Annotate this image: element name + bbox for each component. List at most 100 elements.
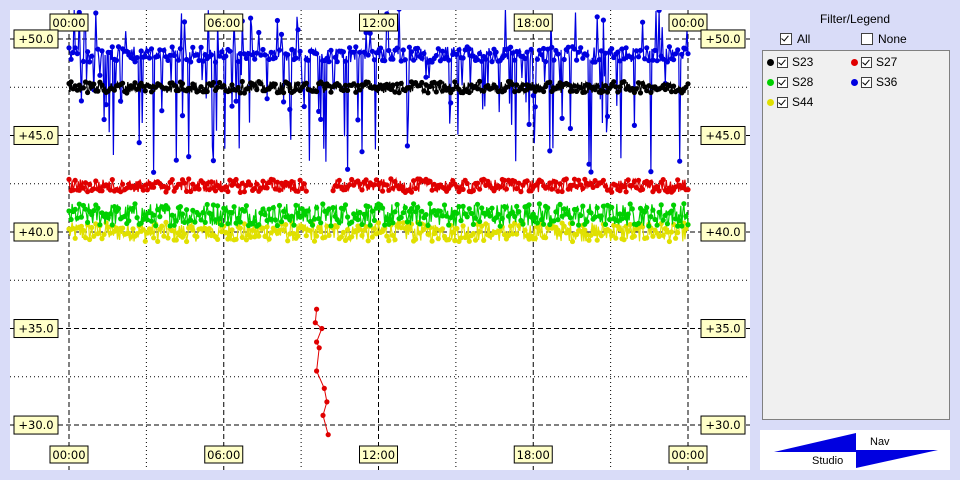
data-point — [406, 226, 412, 232]
data-point — [470, 53, 476, 59]
legend-checkbox[interactable] — [861, 56, 872, 68]
legend-item-s36[interactable]: S36 — [851, 75, 897, 89]
data-point — [272, 217, 278, 223]
legend-item-s23[interactable]: S23 — [767, 55, 813, 69]
data-point — [497, 223, 503, 229]
data-point — [604, 202, 611, 208]
data-point — [516, 180, 522, 186]
data-point — [274, 179, 280, 185]
data-point — [285, 52, 291, 58]
data-point — [146, 209, 153, 216]
data-point — [190, 227, 196, 233]
data-point — [132, 59, 138, 65]
data-point — [683, 226, 689, 232]
data-point — [99, 236, 105, 242]
data-point — [155, 53, 161, 60]
data-point — [435, 236, 441, 242]
data-point — [396, 90, 402, 96]
data-point — [547, 180, 553, 186]
data-point — [466, 206, 472, 212]
data-point — [334, 59, 340, 65]
data-point — [679, 223, 685, 229]
data-point — [567, 215, 574, 221]
data-point — [66, 45, 72, 51]
data-point — [159, 108, 165, 114]
filter-all-toggle[interactable]: All — [780, 32, 810, 46]
data-point — [415, 45, 421, 52]
data-point — [555, 51, 561, 57]
data-point — [460, 55, 466, 61]
data-point — [229, 82, 235, 88]
data-point — [347, 45, 353, 51]
plot-area[interactable]: 00:00 00:00 06:00 06:00 12:00 12:00 18:00 18:00… — [10, 10, 750, 470]
data-point — [107, 187, 113, 193]
legend-item-s28[interactable]: S28 — [767, 75, 813, 89]
data-point — [227, 48, 233, 54]
data-point — [565, 44, 571, 50]
data-point — [398, 58, 404, 64]
data-point — [660, 56, 666, 62]
data-point — [78, 223, 84, 229]
legend-item-s44[interactable]: S44 — [767, 95, 813, 109]
data-point — [549, 44, 555, 50]
data-point — [72, 177, 78, 183]
data-point — [607, 216, 613, 223]
data-point — [283, 222, 289, 228]
filter-none-toggle[interactable]: None — [861, 32, 907, 46]
data-point — [120, 225, 126, 231]
series-s28 — [66, 201, 691, 229]
filter-none-checkbox[interactable] — [861, 33, 873, 45]
nav-studio-logo[interactable]: Nav Studio — [760, 430, 950, 470]
data-point — [91, 233, 97, 239]
legend-item-s27[interactable]: S27 — [851, 55, 897, 69]
data-point — [559, 213, 565, 219]
legend-checkbox[interactable] — [777, 96, 788, 108]
data-point — [105, 215, 111, 221]
data-point — [460, 186, 466, 192]
data-point — [569, 238, 576, 245]
legend-checkbox[interactable] — [777, 56, 788, 68]
data-point — [598, 48, 604, 54]
data-point — [423, 212, 429, 218]
legend-checkbox[interactable] — [777, 76, 788, 88]
legend-checkbox[interactable] — [861, 76, 872, 88]
data-point — [367, 222, 373, 228]
data-point — [600, 203, 607, 209]
data-point — [431, 181, 437, 187]
data-point — [487, 213, 493, 219]
data-point — [342, 82, 349, 88]
data-point — [660, 217, 666, 223]
data-point — [151, 169, 157, 175]
data-point — [70, 49, 76, 56]
data-point — [243, 203, 249, 209]
data-point — [485, 178, 491, 184]
series-s23 — [66, 78, 691, 96]
outlier-point — [325, 432, 331, 438]
data-point — [237, 51, 243, 57]
data-point — [118, 98, 124, 104]
svg-text:+35.0: +35.0 — [705, 322, 740, 336]
data-point — [173, 218, 179, 224]
data-point — [631, 178, 638, 184]
data-point — [99, 82, 105, 88]
data-point — [664, 221, 671, 227]
data-point — [314, 205, 320, 211]
data-point — [547, 79, 553, 85]
data-point — [547, 148, 553, 154]
data-point — [217, 53, 223, 59]
data-point — [200, 209, 206, 216]
filter-all-checkbox[interactable] — [780, 33, 792, 45]
data-point — [299, 185, 305, 191]
data-point — [594, 14, 600, 20]
data-point — [208, 211, 214, 217]
data-point — [326, 59, 332, 65]
data-point — [644, 88, 650, 94]
data-point — [359, 221, 365, 228]
data-point — [384, 233, 390, 239]
data-point — [413, 185, 419, 192]
data-point — [140, 227, 146, 233]
data-point — [609, 46, 615, 52]
data-point — [367, 30, 373, 36]
svg-text:+50.0: +50.0 — [705, 32, 740, 46]
data-point — [169, 44, 175, 50]
